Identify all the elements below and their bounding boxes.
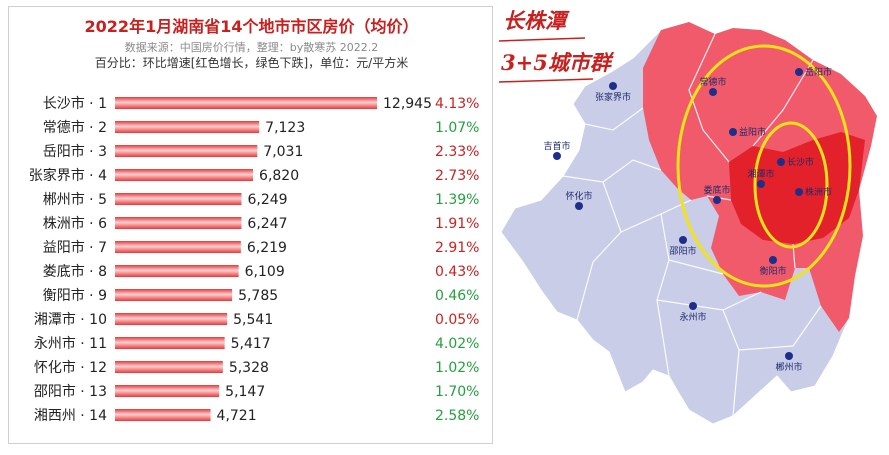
- city-dot: [757, 180, 765, 188]
- category-label: 怀化市 · 12: [34, 359, 107, 376]
- category-label: 长沙市 · 1: [43, 95, 107, 112]
- city-dot: [679, 236, 687, 244]
- bar: [115, 241, 241, 253]
- city-dot: [795, 188, 803, 196]
- bar: [115, 193, 242, 205]
- category-label: 郴州市 · 5: [43, 191, 107, 208]
- map-badge-line2: 3+5城市群: [501, 50, 615, 75]
- category-label: 常德市 · 2: [43, 119, 107, 136]
- city-label: 吉首市: [543, 140, 570, 152]
- bar: [115, 313, 228, 325]
- bar-chart: 长沙市 · 1 12,945 4.13% 常德市 · 2 7,123 1.07% 岳阳市 ·…: [29, 95, 480, 424]
- category-label: 岳阳市 · 3: [43, 143, 107, 160]
- inner-ring: [753, 121, 829, 249]
- bar: [115, 409, 211, 421]
- map-panel: 长株潭 3+5城市群 张家界市 常德市 岳阳市吉首市 益阳市长沙市湘潭市株洲市 娄底市怀…: [493, 0, 889, 451]
- value-label: 5,417: [231, 336, 271, 352]
- map-badge-line1: 长株潭: [503, 8, 570, 33]
- chart-note: 百分比：环比增速[红色增长，绿色下跌]，单位：元/平方米: [94, 56, 409, 70]
- chart-panel: 2022年1月湖南省14个地市市区房价（均价） 数据来源：中国房价行情，整理：b…: [8, 6, 493, 444]
- value-label: 4,721: [217, 408, 257, 424]
- value-label: 5,147: [225, 384, 265, 400]
- value-label: 5,541: [233, 312, 273, 328]
- category-label: 娄底市 · 8: [43, 263, 107, 280]
- city-dot: [689, 302, 697, 310]
- bar: [115, 145, 258, 157]
- badge-underline-2: [498, 78, 594, 83]
- city-dot: [709, 88, 717, 96]
- category-label: 益阳市 · 7: [43, 239, 107, 256]
- value-label: 6,219: [247, 240, 287, 256]
- bar: [115, 97, 377, 109]
- outer-ring: [676, 44, 852, 288]
- value-label: 6,249: [247, 192, 287, 208]
- value-label: 7,031: [263, 144, 303, 160]
- city-label: 永州市: [679, 311, 706, 323]
- category-label: 湘西州 · 14: [34, 408, 107, 424]
- bar: [115, 361, 223, 373]
- city-label: 张家界市: [595, 91, 631, 103]
- category-label: 湘潭市 · 10: [34, 311, 107, 328]
- mom-change-label: 0.43%: [435, 264, 479, 280]
- city-dot: [729, 128, 737, 136]
- category-label: 株洲市 · 6: [43, 215, 107, 232]
- value-label: 6,247: [247, 216, 287, 232]
- city-label: 衡阳市: [759, 265, 786, 277]
- mom-change-label: 0.05%: [435, 312, 479, 328]
- badge-underline-1: [498, 37, 586, 42]
- value-label: 7,123: [265, 120, 305, 136]
- chart-title: 2022年1月湖南省14个地市市区房价（均价）: [84, 17, 419, 36]
- mom-change-label: 0.46%: [435, 288, 479, 304]
- city-label: 邵阳市: [669, 245, 696, 257]
- category-label: 永州市 · 11: [34, 335, 107, 352]
- city-label: 娄底市: [703, 184, 730, 196]
- category-label: 衡阳市 · 9: [43, 287, 107, 304]
- value-label: 6,109: [245, 264, 285, 280]
- mom-change-label: 1.91%: [435, 216, 479, 232]
- city-dot: [795, 68, 803, 76]
- category-label: 张家界市 · 4: [29, 167, 107, 184]
- mom-change-label: 1.02%: [435, 360, 479, 376]
- city-dot: [713, 196, 721, 204]
- bar: [115, 265, 239, 277]
- city-dot: [769, 256, 777, 264]
- mom-change-label: 1.07%: [435, 120, 479, 136]
- category-label: 邵阳市 · 13: [34, 383, 107, 400]
- chart-source: 数据来源：中国房价行情，整理：by散寒苏 2022.2: [124, 41, 379, 54]
- mom-change-label: 2.33%: [435, 144, 479, 160]
- bar: [115, 169, 254, 181]
- city-label: 常德市: [699, 76, 726, 88]
- mom-change-label: 4.02%: [435, 336, 479, 352]
- city-dot: [553, 152, 561, 160]
- bar: [115, 217, 242, 229]
- city-label: 怀化市: [565, 190, 592, 202]
- mom-change-label: 1.39%: [435, 192, 479, 208]
- bar: [115, 289, 233, 301]
- mom-change-label: 2.58%: [435, 408, 479, 424]
- value-label: 6,820: [259, 168, 299, 184]
- bar: [115, 337, 225, 349]
- value-label: 5,328: [229, 360, 269, 376]
- city-label: 郴州市: [775, 361, 802, 373]
- city-label: 湘潭市: [747, 168, 774, 180]
- city-label: 株洲市: [805, 186, 832, 198]
- city-label: 岳阳市: [805, 66, 832, 78]
- city-dot: [609, 82, 617, 90]
- value-label: 12,945: [383, 96, 432, 112]
- city-label: 益阳市: [739, 126, 766, 138]
- mom-change-label: 1.70%: [435, 384, 479, 400]
- value-label: 5,785: [238, 288, 278, 304]
- city-dot: [575, 202, 583, 210]
- city-dot: [777, 158, 785, 166]
- mom-change-label: 2.73%: [435, 168, 479, 184]
- mom-change-label: 2.91%: [435, 240, 479, 256]
- bar: [115, 385, 220, 397]
- bar: [115, 121, 260, 133]
- city-dot: [785, 352, 793, 360]
- city-label: 长沙市: [787, 156, 814, 168]
- region-core: [729, 132, 865, 244]
- mom-change-label: 4.13%: [435, 96, 479, 112]
